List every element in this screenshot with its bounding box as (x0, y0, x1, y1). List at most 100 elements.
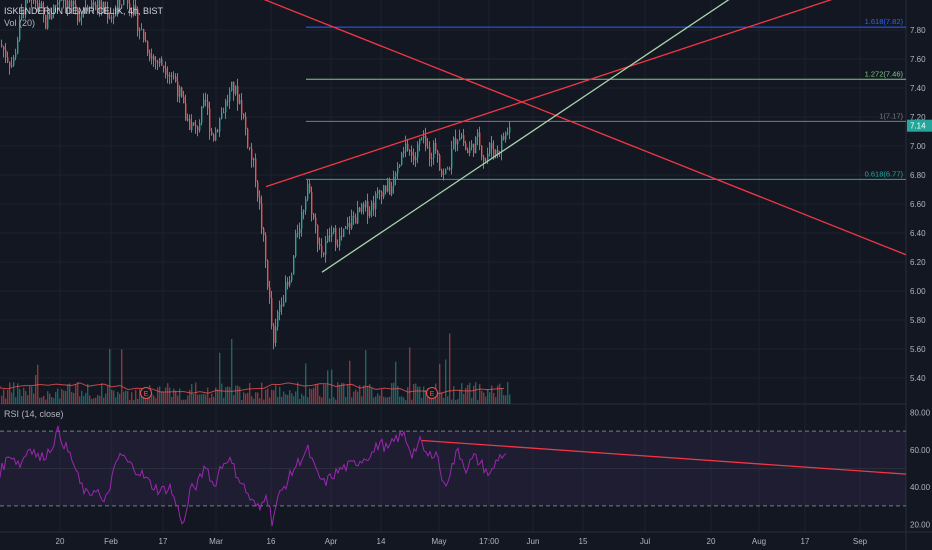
candle-body (427, 146, 429, 148)
volume-bar (479, 384, 481, 404)
volume-bar (459, 389, 461, 404)
volume-bar (185, 399, 187, 404)
candle-body (455, 138, 457, 145)
candle-body (443, 173, 445, 175)
candle-body (255, 158, 257, 182)
volume-bar (205, 394, 207, 404)
price-axis[interactable]: 5.40 5.60 5.80 6.00 6.20 6.40 6.60 6.80 7.00 7.20… (907, 26, 932, 530)
volume-bar (469, 382, 471, 404)
candle-body (241, 100, 243, 115)
time-tick-label: Mar (209, 537, 223, 546)
volume-bar (447, 396, 449, 404)
volume-bar (455, 399, 457, 404)
volume-bar (15, 397, 17, 404)
candle-body (447, 168, 449, 170)
price-tick-label: 5.80 (910, 316, 926, 325)
candle-body (317, 225, 319, 245)
volume-bar (305, 363, 307, 404)
volume-bar (51, 397, 53, 404)
volume-bar (281, 396, 283, 404)
volume-bar (499, 383, 501, 404)
fibonacci-levels[interactable]: 1.618(7.82) 1.272(7.46) 1(7.17) 0.618(6.77) (306, 17, 906, 180)
candle-body (153, 56, 155, 61)
volume-bar (117, 391, 119, 404)
candle-body (411, 151, 413, 156)
volume-bar (177, 395, 179, 404)
volume-bar (19, 389, 21, 404)
volume-bars (0, 333, 511, 404)
volume-bar (407, 387, 409, 404)
candle-body (109, 17, 111, 19)
candle-body (363, 204, 365, 208)
volume-bar (405, 399, 407, 404)
rsi-label[interactable]: RSI (14, close) (4, 409, 64, 419)
candle-body (181, 87, 183, 97)
volume-bar (41, 397, 43, 404)
volume-bar (401, 396, 403, 404)
volume-bar (189, 389, 191, 404)
candle-body (119, 0, 121, 5)
volume-bar (255, 392, 257, 404)
symbol-title[interactable]: ISKENDERUN DEMIR CELIK, 4h, BIST (4, 6, 164, 16)
volume-bar (79, 396, 81, 404)
candle-body (205, 99, 207, 102)
volume-bar (229, 386, 231, 404)
candle-body (465, 143, 467, 150)
volume-bar (351, 397, 353, 404)
time-axis[interactable]: 20 Feb 17 Mar 16 Apr 14 May 17:00 Jun 15 Jul 20 Aug 17… (56, 537, 868, 546)
volume-bar (465, 387, 467, 404)
candle-body (471, 143, 473, 148)
volume-bar (477, 399, 479, 404)
rsi-tick-label: 80.00 (910, 408, 931, 417)
volume-bar (235, 385, 237, 404)
candle-body (7, 57, 9, 62)
volume-bar (181, 399, 183, 404)
candle-body (249, 147, 251, 149)
volume-bar (413, 384, 415, 404)
volume-bar (1, 395, 3, 404)
candle-body (159, 58, 161, 64)
candle-body (501, 136, 503, 152)
candle-body (127, 0, 129, 4)
volume-bar (389, 396, 391, 404)
volume-bar (309, 388, 311, 404)
trendlines[interactable] (195, 0, 907, 273)
candle-body (495, 150, 497, 156)
candle-body (303, 210, 305, 212)
candle-body (439, 155, 441, 171)
volume-bar (39, 397, 41, 404)
candle-body (197, 127, 199, 131)
candle-body (59, 0, 61, 3)
candle-body (213, 134, 215, 141)
candle-body (45, 14, 47, 29)
candle-body (65, 0, 67, 8)
candle-body (275, 326, 277, 344)
volume-bar (315, 384, 317, 404)
candle-body (79, 17, 81, 22)
volume-bar (317, 384, 319, 404)
volume-bar (101, 382, 103, 404)
candle-body (431, 158, 433, 160)
volume-label[interactable]: Vol (20) (4, 18, 36, 28)
volume-bar (119, 393, 121, 404)
volume-bar (147, 397, 149, 404)
candle-body (355, 217, 357, 224)
candle-body (379, 190, 381, 192)
volume-bar (141, 395, 143, 404)
volume-bar (127, 391, 129, 404)
volume-bar (223, 397, 225, 404)
volume-bar (203, 393, 205, 404)
volume-bar (21, 395, 23, 404)
volume-bar (49, 393, 51, 404)
volume-bar (295, 391, 297, 404)
candle-body (55, 4, 57, 6)
candle-body (323, 252, 325, 255)
candle-body (361, 204, 363, 212)
volume-bar (151, 393, 153, 404)
candle-body (265, 235, 267, 261)
candle-body (95, 4, 97, 11)
volume-bar (331, 369, 333, 404)
